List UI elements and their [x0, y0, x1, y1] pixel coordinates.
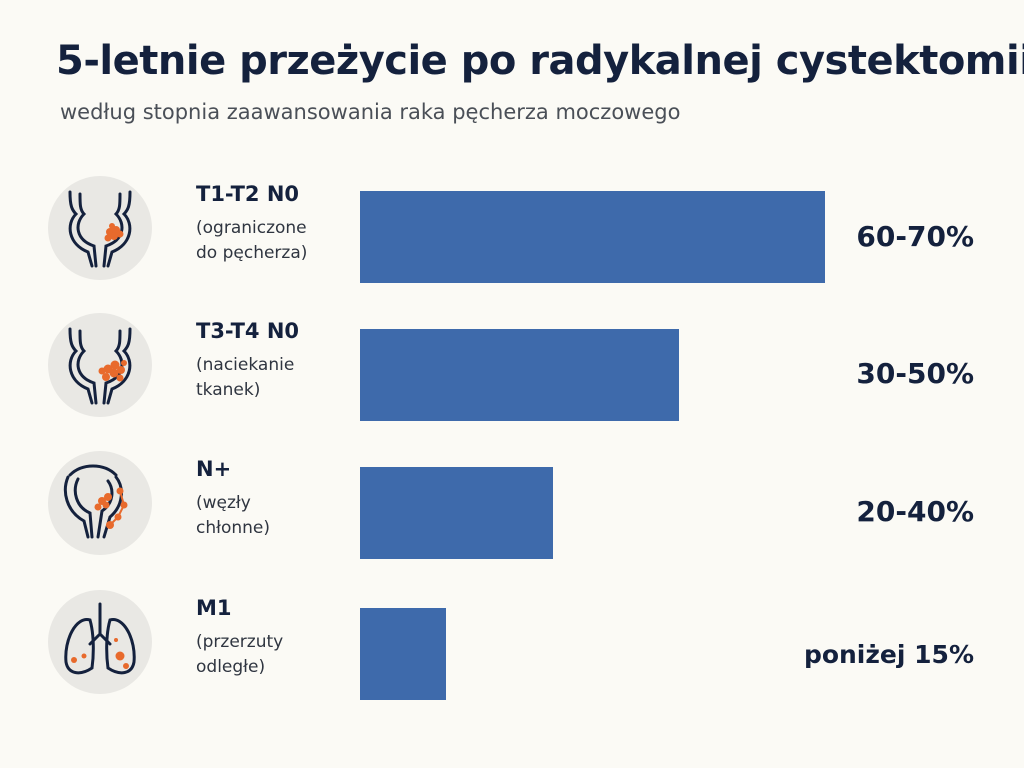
- bladder-lymph-nodes-icon: [48, 451, 152, 555]
- bar: [360, 191, 825, 283]
- chart-row: N+ (węzły chłonne) 20-40%: [0, 451, 1024, 571]
- value-label: 20-40%: [856, 495, 974, 528]
- chart-title: 5-letnie przeżycie po radykalnej cystekt…: [56, 38, 1024, 84]
- value-label: 60-70%: [856, 220, 974, 253]
- stage-description: (przerzuty odległe): [196, 632, 284, 677]
- stage-label: N+: [196, 457, 232, 481]
- stage-label: M1: [196, 596, 232, 620]
- value-label: poniżej 15%: [803, 640, 974, 669]
- chart-row: T1-T2 N0 (ograniczone do pęcherza) 60-70…: [0, 176, 1024, 296]
- chart-row: M1 (przerzuty odległe) poniżej 15%: [0, 590, 1024, 710]
- bar: [360, 608, 446, 700]
- bar: [360, 329, 679, 421]
- chart-row: T3-T4 N0 (naciekanie tkanek) 30-50%: [0, 313, 1024, 433]
- stage-label: T1-T2 N0: [196, 182, 300, 206]
- chart-subtitle: według stopnia zaawansowania raka pęcher…: [60, 100, 681, 124]
- stage-description: (węzły chłonne): [196, 493, 270, 538]
- value-label: 30-50%: [856, 357, 974, 390]
- stage-description: (naciekanie tkanek): [196, 355, 295, 400]
- lungs-metastases-icon: [48, 590, 152, 694]
- bar: [360, 467, 553, 559]
- stage-label: T3-T4 N0: [196, 319, 300, 343]
- stage-description: (ograniczone do pęcherza): [196, 218, 308, 263]
- bladder-tumor-invasive-icon: [48, 313, 152, 417]
- bladder-tumor-small-icon: [48, 176, 152, 280]
